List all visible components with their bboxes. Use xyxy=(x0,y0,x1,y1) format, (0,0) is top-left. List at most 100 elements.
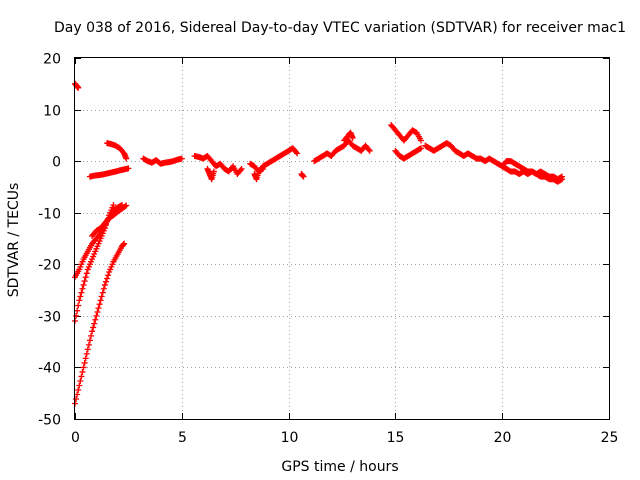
data-point xyxy=(99,289,106,296)
series-arc-near-zero-2 xyxy=(104,140,130,162)
data-point xyxy=(79,368,86,375)
data-point xyxy=(104,275,111,282)
data-point xyxy=(77,293,84,300)
data-point xyxy=(73,312,80,319)
x-tick-label: 5 xyxy=(178,430,187,446)
x-tick-label: 25 xyxy=(601,430,619,446)
data-point xyxy=(80,364,87,371)
data-point xyxy=(365,146,372,153)
data-point xyxy=(96,301,103,308)
data-point xyxy=(294,150,301,157)
data-point xyxy=(97,297,104,304)
series-arc-15h-low xyxy=(392,145,425,162)
series-arc-12h-peak xyxy=(341,129,356,144)
data-point xyxy=(81,359,88,366)
data-point xyxy=(418,137,425,144)
x-axis-label: GPS time / hours xyxy=(281,459,398,475)
data-point xyxy=(77,377,84,384)
data-point xyxy=(100,285,107,292)
y-tick-label: -40 xyxy=(38,361,61,377)
data-point xyxy=(83,350,90,357)
data-point xyxy=(88,332,95,339)
series-arc-20h-high xyxy=(499,158,566,183)
series-arc-near-zero-1 xyxy=(86,165,132,180)
series-arc-early-2 xyxy=(72,201,117,325)
y-tick-label: 0 xyxy=(52,155,61,171)
series-arc-early-4 xyxy=(89,202,130,239)
data-point xyxy=(91,320,98,327)
data-point xyxy=(78,373,85,380)
series-arc-11h xyxy=(311,137,373,165)
data-point xyxy=(293,149,300,156)
data-point xyxy=(121,240,128,247)
data-point xyxy=(349,134,356,141)
y-tick-label: 20 xyxy=(43,52,61,68)
plot-frame xyxy=(74,57,610,420)
data-point xyxy=(178,155,185,162)
axis-ticks xyxy=(75,58,610,420)
data-point xyxy=(80,281,87,288)
data-point xyxy=(81,278,88,285)
data-point xyxy=(210,168,217,175)
data-point xyxy=(105,272,112,279)
data-point xyxy=(93,312,100,319)
y-tick-label: -30 xyxy=(38,310,61,326)
data-point xyxy=(559,173,566,180)
data-point xyxy=(76,297,83,304)
data-point xyxy=(238,165,245,172)
data-point xyxy=(122,203,129,210)
data-point xyxy=(125,165,132,172)
data-point xyxy=(78,289,85,296)
series-arc-3h xyxy=(140,155,185,167)
x-tick-label: 10 xyxy=(281,430,299,446)
y-tick-labels: -50 -40 -30 -20 -10 0 10 20 xyxy=(38,52,61,429)
x-tick-label: 15 xyxy=(387,430,405,446)
data-point xyxy=(75,302,82,309)
data-points xyxy=(72,80,566,407)
y-tick-label: -10 xyxy=(38,207,61,223)
series-arc-start-top xyxy=(72,80,82,91)
x-tick-label: 0 xyxy=(71,430,80,446)
y-tick-label: -50 xyxy=(38,413,61,429)
series-arc-10h xyxy=(298,171,307,180)
data-point xyxy=(84,346,91,353)
data-point xyxy=(79,285,86,292)
data-point xyxy=(123,202,130,209)
data-point xyxy=(74,391,81,398)
series-arc-8h-low xyxy=(251,165,266,183)
series-arc-6h xyxy=(191,152,245,178)
data-point xyxy=(101,281,108,288)
data-point xyxy=(75,386,82,393)
data-point xyxy=(102,278,109,285)
y-tick-label: -20 xyxy=(38,258,61,274)
series-arc-8h xyxy=(247,145,301,175)
data-point xyxy=(259,165,266,172)
data-point xyxy=(75,84,82,91)
data-point xyxy=(237,167,244,174)
data-point xyxy=(90,324,97,331)
x-tick-label: 20 xyxy=(494,430,512,446)
data-point xyxy=(82,274,89,281)
data-point xyxy=(85,341,92,348)
data-point xyxy=(86,337,93,344)
data-point xyxy=(366,147,373,154)
data-point xyxy=(95,305,102,312)
series-arc-15h xyxy=(388,122,425,144)
series-arc-early-3 xyxy=(72,240,128,407)
chart-title: Day 038 of 2016, Sidereal Day-to-day VTE… xyxy=(54,20,626,36)
data-point xyxy=(76,382,83,389)
data-point xyxy=(82,355,89,362)
data-point xyxy=(83,270,90,277)
grid-lines xyxy=(75,58,609,419)
series-arc-6h-low xyxy=(204,165,217,183)
data-point xyxy=(73,396,80,403)
data-point xyxy=(74,307,81,314)
data-point xyxy=(123,155,130,162)
data-point xyxy=(89,328,96,335)
data-point xyxy=(98,293,105,300)
data-point xyxy=(94,308,101,315)
series-arc-16-23h xyxy=(422,140,566,185)
y-axis-label: SDTVAR / TECUs xyxy=(6,183,22,298)
x-tick-labels: 0 5 10 15 20 25 xyxy=(71,430,618,446)
